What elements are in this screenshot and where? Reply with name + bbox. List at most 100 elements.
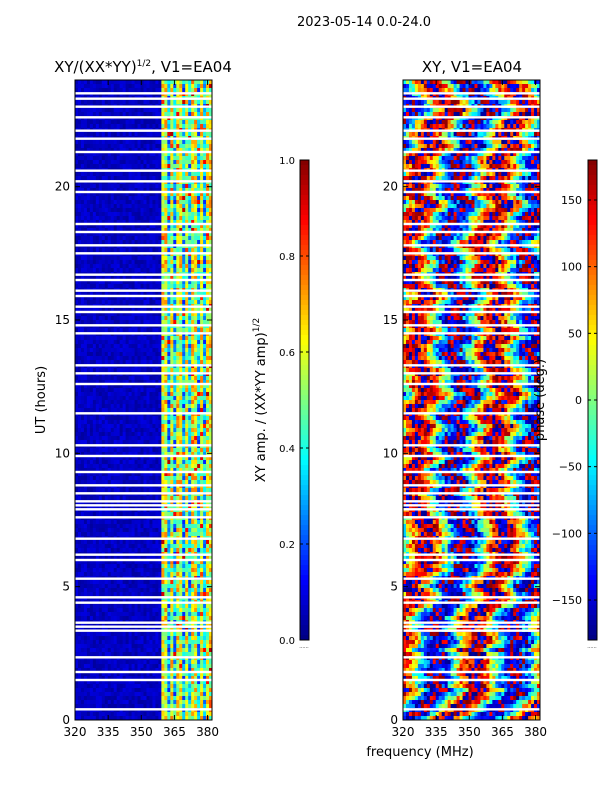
heatmap-cell (77, 248, 82, 253)
heatmap-cell (86, 480, 91, 485)
heatmap-cell (161, 312, 165, 317)
heatmap-cell (164, 384, 168, 389)
heatmap-cell (131, 108, 135, 113)
heatmap-cell (176, 208, 180, 213)
heatmap-cell (167, 264, 171, 269)
heatmap-cell (77, 308, 82, 313)
heatmap-cell (119, 468, 124, 473)
heatmap-cell (194, 216, 198, 221)
heatmap-cell (188, 436, 192, 441)
heatmap-cell (113, 80, 118, 85)
heatmap-cell (83, 300, 88, 305)
heatmap-cell (191, 188, 195, 193)
heatmap-cell (194, 176, 198, 181)
heatmap-cell (167, 328, 171, 333)
heatmap-cell (140, 480, 144, 485)
heatmap-cell (98, 460, 103, 465)
heatmap-cell (176, 352, 180, 357)
heatmap-cell (209, 260, 213, 265)
heatmap-cell (197, 100, 201, 105)
heatmap-cell (80, 112, 85, 117)
heatmap-cell (107, 348, 112, 353)
heatmap-cell (194, 464, 198, 469)
heatmap-cell (125, 452, 130, 457)
heatmap-cell (176, 268, 180, 273)
heatmap-cell (170, 464, 174, 469)
heatmap-cell (161, 452, 165, 457)
heatmap-cell (119, 512, 124, 517)
heatmap-cell (113, 284, 118, 289)
heatmap-cell (113, 248, 118, 253)
heatmap-cell (188, 376, 192, 381)
heatmap-cell (164, 480, 168, 485)
heatmap-cell (167, 408, 171, 413)
heatmap-cell (200, 472, 204, 477)
heatmap-cell (77, 256, 82, 261)
heatmap-cell (152, 344, 156, 349)
heatmap-cell (128, 156, 132, 161)
heatmap-cell (113, 112, 118, 117)
heatmap-cell (92, 308, 97, 313)
heatmap-cell (134, 176, 138, 181)
heatmap-cell (89, 132, 94, 137)
heatmap-cell (116, 356, 121, 361)
heatmap-cell (128, 424, 132, 429)
heatmap-cell (89, 424, 94, 429)
heatmap-cell (113, 456, 118, 461)
heatmap-cell (131, 392, 135, 397)
heatmap-cell (185, 400, 189, 405)
heatmap-cell (140, 84, 144, 89)
heatmap-cell (167, 284, 171, 289)
heatmap-cell (149, 296, 153, 301)
heatmap-cell (149, 248, 153, 253)
heatmap-cell (107, 224, 112, 229)
heatmap-cell (173, 208, 177, 213)
heatmap-cell (149, 440, 153, 445)
heatmap-cell (75, 152, 79, 157)
heatmap-cell (170, 200, 174, 205)
heatmap-cell (197, 132, 201, 137)
heatmap-cell (176, 424, 180, 429)
heatmap-cell (128, 368, 132, 373)
heatmap-cell (149, 280, 153, 285)
heatmap-cell (89, 100, 94, 105)
heatmap-cell (173, 408, 177, 413)
heatmap-cell (92, 188, 97, 193)
heatmap-cell (140, 120, 144, 125)
heatmap-cell (197, 460, 201, 465)
heatmap-cell (134, 280, 138, 285)
heatmap-cell (164, 200, 168, 205)
heatmap-cell (161, 320, 165, 325)
heatmap-cell (152, 240, 156, 245)
heatmap-cell (77, 468, 82, 473)
heatmap-cell (167, 356, 171, 361)
heatmap-cell (125, 224, 130, 229)
heatmap-cell (179, 348, 183, 353)
heatmap-cell (128, 280, 132, 285)
heatmap-cell (140, 216, 144, 221)
heatmap-cell (146, 312, 150, 317)
heatmap-cell (101, 88, 106, 93)
heatmap-cell (179, 216, 183, 221)
heatmap-cell (197, 476, 201, 481)
heatmap-cell (101, 84, 106, 89)
heatmap-cell (194, 392, 198, 397)
heatmap-cell (98, 396, 103, 401)
heatmap-cell (128, 236, 132, 241)
heatmap-cell (149, 108, 153, 113)
heatmap-cell (188, 308, 192, 313)
heatmap-cell (155, 512, 159, 517)
heatmap-cell (173, 452, 177, 457)
heatmap-cell (176, 308, 180, 313)
heatmap-cell (110, 172, 115, 177)
heatmap-cell (137, 380, 141, 385)
heatmap-cell (176, 452, 180, 457)
heatmap-cell (176, 344, 180, 349)
heatmap-cell (104, 388, 109, 393)
heatmap-cell (128, 460, 132, 465)
heatmap-cell (101, 400, 106, 405)
heatmap-cell (122, 108, 127, 113)
heatmap-cell (158, 192, 162, 197)
heatmap-cell (191, 184, 195, 189)
heatmap-cell (134, 468, 138, 473)
